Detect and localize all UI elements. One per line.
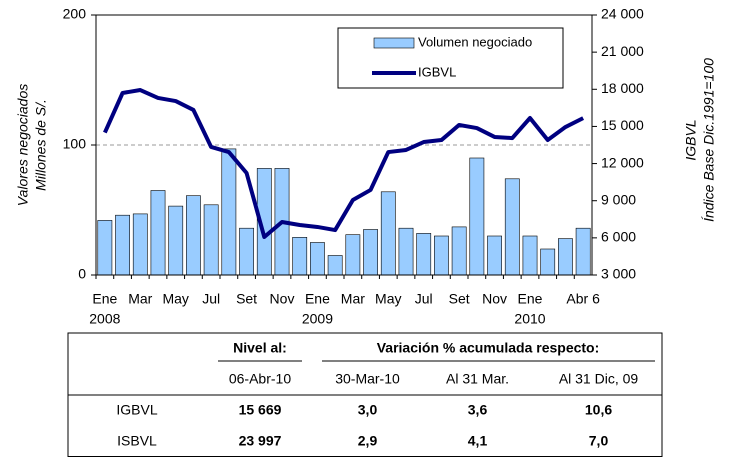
- x-tick-label: Nov: [270, 291, 295, 307]
- bar: [345, 234, 361, 276]
- bar: [398, 227, 414, 276]
- table-cell: ISBVL: [117, 433, 157, 449]
- bar: [327, 255, 343, 276]
- table-cell: 23 997: [239, 433, 282, 449]
- legend-swatch: [373, 37, 415, 49]
- x-tick-label: Mar: [341, 291, 365, 307]
- x-tick-label: Mar: [128, 291, 152, 307]
- x-tick-label: Jul: [415, 291, 433, 307]
- x-tick-label: Set: [236, 291, 257, 307]
- table-cell: 4,1: [468, 433, 488, 449]
- year-label: 2008: [89, 311, 120, 327]
- y-axis-title: Valores negociados: [15, 84, 31, 206]
- bar: [310, 242, 325, 276]
- y-tick-label: 0: [78, 266, 86, 282]
- table-subheader: Al 31 Dic, 09: [559, 371, 639, 387]
- table-subheader: 06-Abr-10: [229, 371, 291, 387]
- bar: [363, 229, 378, 276]
- bar: [469, 157, 485, 276]
- y-tick-label: 100: [63, 136, 87, 152]
- bar: [504, 178, 520, 276]
- x-tick-label: Set: [449, 291, 470, 307]
- y2-tick-label: 21 000: [601, 43, 644, 59]
- bar: [558, 238, 573, 276]
- table-subheader: 30-Mar-10: [335, 371, 400, 387]
- x-tick-label: Jul: [202, 291, 220, 307]
- bar: [203, 204, 219, 276]
- x-tick-label: Ene: [518, 291, 543, 307]
- bar: [451, 226, 467, 276]
- bar: [239, 227, 254, 276]
- table-subheader: Al 31 Mar.: [446, 371, 509, 387]
- table-cell: IGBVL: [116, 402, 157, 418]
- bar: [97, 220, 113, 276]
- y2-tick-label: 9 000: [601, 191, 636, 207]
- bar: [132, 213, 148, 276]
- table-cell: 2,9: [358, 433, 378, 449]
- bar: [522, 235, 538, 276]
- bar: [575, 227, 591, 276]
- bar: [221, 148, 237, 276]
- y-axis-title: Millones de S/.: [33, 99, 49, 191]
- line: [103, 88, 585, 239]
- bar: [487, 235, 502, 276]
- y2-tick-label: 3 000: [601, 266, 636, 282]
- y2-tick-label: 24 000: [601, 6, 644, 22]
- y2-tick-label: 15 000: [601, 117, 644, 133]
- y-tick-label: 200: [63, 6, 87, 22]
- bar: [540, 248, 556, 276]
- x-tick-label: Abr 6: [566, 291, 600, 307]
- bar: [168, 205, 184, 276]
- y2-tick-label: 6 000: [601, 229, 636, 245]
- x-tick-label: May: [375, 291, 401, 307]
- bar: [434, 235, 449, 276]
- x-tick-label: Ene: [92, 291, 117, 307]
- x-tick-label: Ene: [305, 291, 330, 307]
- bar: [292, 237, 308, 276]
- table-header: Variación % acumulada respecto:: [377, 340, 600, 356]
- bar: [416, 233, 432, 276]
- table-cell: 7,0: [589, 433, 609, 449]
- table-cell: 3,6: [468, 402, 488, 418]
- year-label: 2010: [514, 311, 545, 327]
- x-tick-label: May: [162, 291, 188, 307]
- legend-label: Volumen negociado: [418, 34, 532, 49]
- x-tick-label: Nov: [482, 291, 507, 307]
- y2-tick-label: 18 000: [601, 80, 644, 96]
- legend-label: IGBVL: [418, 64, 456, 79]
- table-cell: 3,0: [358, 402, 378, 418]
- year-label: 2009: [302, 311, 333, 327]
- bar: [115, 214, 130, 276]
- bar: [380, 191, 396, 276]
- bar: [150, 190, 166, 276]
- table-cell: 10,6: [585, 402, 612, 418]
- y2-axis-title: IGBVL: [683, 119, 699, 160]
- table-cell: 15 669: [239, 402, 282, 418]
- table-header: Nivel al:: [233, 340, 287, 356]
- bar: [186, 195, 201, 276]
- y2-tick-label: 12 000: [601, 154, 644, 170]
- y2-axis-title: Índice Base Dic.1991=100: [701, 58, 717, 222]
